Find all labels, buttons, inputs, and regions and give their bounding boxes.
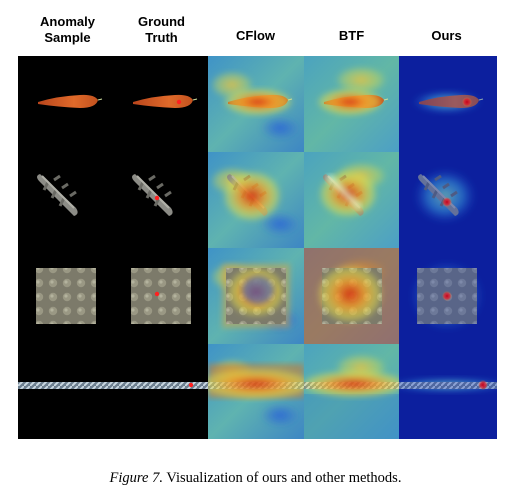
cell-dowel-ours [399, 152, 497, 248]
cell-foam-ours [399, 248, 497, 344]
header-cflow: CFlow [236, 28, 275, 43]
cell-dowel-anomaly-sample [18, 152, 113, 248]
cell-rope-ground-truth [113, 344, 208, 439]
cell-carrot-cflow [208, 56, 304, 152]
cell-rope-btf [304, 344, 399, 439]
cell-carrot-ground-truth [113, 56, 208, 152]
cell-carrot-ours [399, 56, 497, 152]
caption-label: Figure 7. [109, 470, 163, 486]
header-line: Sample [44, 30, 91, 45]
cell-foam-cflow [208, 248, 304, 344]
cell-carrot-anomaly-sample [18, 56, 113, 152]
cell-foam-anomaly-sample [18, 248, 113, 344]
cell-dowel-cflow [208, 152, 304, 248]
header-line: Truth [145, 30, 178, 45]
cell-foam-btf [304, 248, 399, 344]
cell-carrot-btf [304, 56, 399, 152]
cell-rope-cflow [208, 344, 304, 439]
visualization-grid [18, 56, 497, 439]
header-line: Anomaly [40, 14, 95, 29]
cell-rope-anomaly-sample [18, 344, 113, 439]
header-ours: Ours [431, 28, 462, 43]
figure-caption: Figure 7. Visualization of ours and othe… [0, 470, 511, 487]
cell-foam-ground-truth [113, 248, 208, 344]
header-btf: BTF [338, 28, 365, 43]
cell-rope-ours [399, 344, 497, 439]
header-line: Ground [138, 14, 185, 29]
header-anomaly-sample: Anomaly Sample [20, 14, 115, 46]
cell-dowel-ground-truth [113, 152, 208, 248]
cell-dowel-btf [304, 152, 399, 248]
header-ground-truth: Ground Truth [114, 14, 209, 46]
caption-text: Visualization of ours and other methods. [166, 470, 402, 486]
